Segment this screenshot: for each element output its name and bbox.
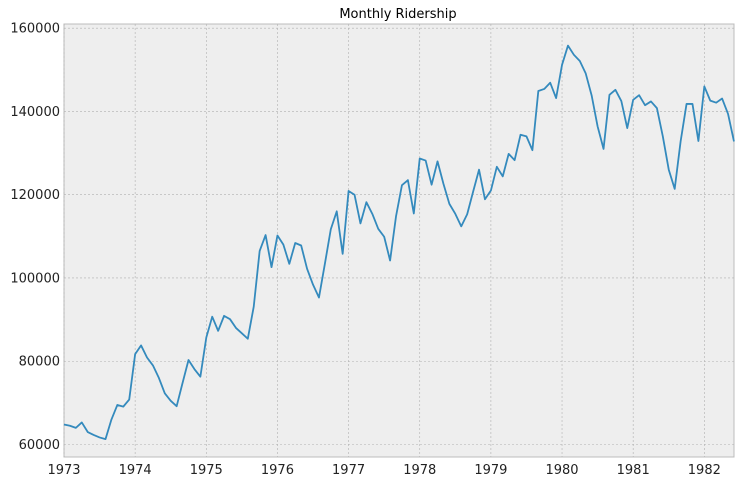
x-tick-label: 1975 — [190, 463, 223, 478]
y-tick-label: 100000 — [10, 271, 60, 286]
tick-labels: 1973 1974 1975 1976 1977 1978 1979 1980 1981 1982… — [10, 22, 721, 478]
x-tick-label: 1980 — [545, 463, 578, 478]
x-tick-label: 1981 — [617, 463, 650, 478]
x-tick-label: 1973 — [47, 463, 80, 478]
y-tick-label: 160000 — [10, 22, 60, 37]
plot-area — [63, 23, 735, 458]
x-tick-label: 1977 — [332, 463, 365, 478]
x-tick-label: 1979 — [474, 463, 507, 478]
y-tick-label: 60000 — [19, 438, 60, 453]
series-layer — [63, 44, 735, 441]
grid-lines — [63, 24, 734, 457]
y-tick-label: 140000 — [10, 105, 60, 120]
series-line — [63, 44, 735, 441]
x-tick-label: 1976 — [261, 463, 294, 478]
chart-title: Monthly Ridership — [339, 7, 456, 22]
x-tick-label: 1978 — [403, 463, 436, 478]
x-tick-label: 1982 — [688, 463, 721, 478]
y-tick-label: 120000 — [10, 188, 60, 203]
y-tick-label: 80000 — [19, 355, 60, 370]
x-tick-label: 1974 — [119, 463, 152, 478]
